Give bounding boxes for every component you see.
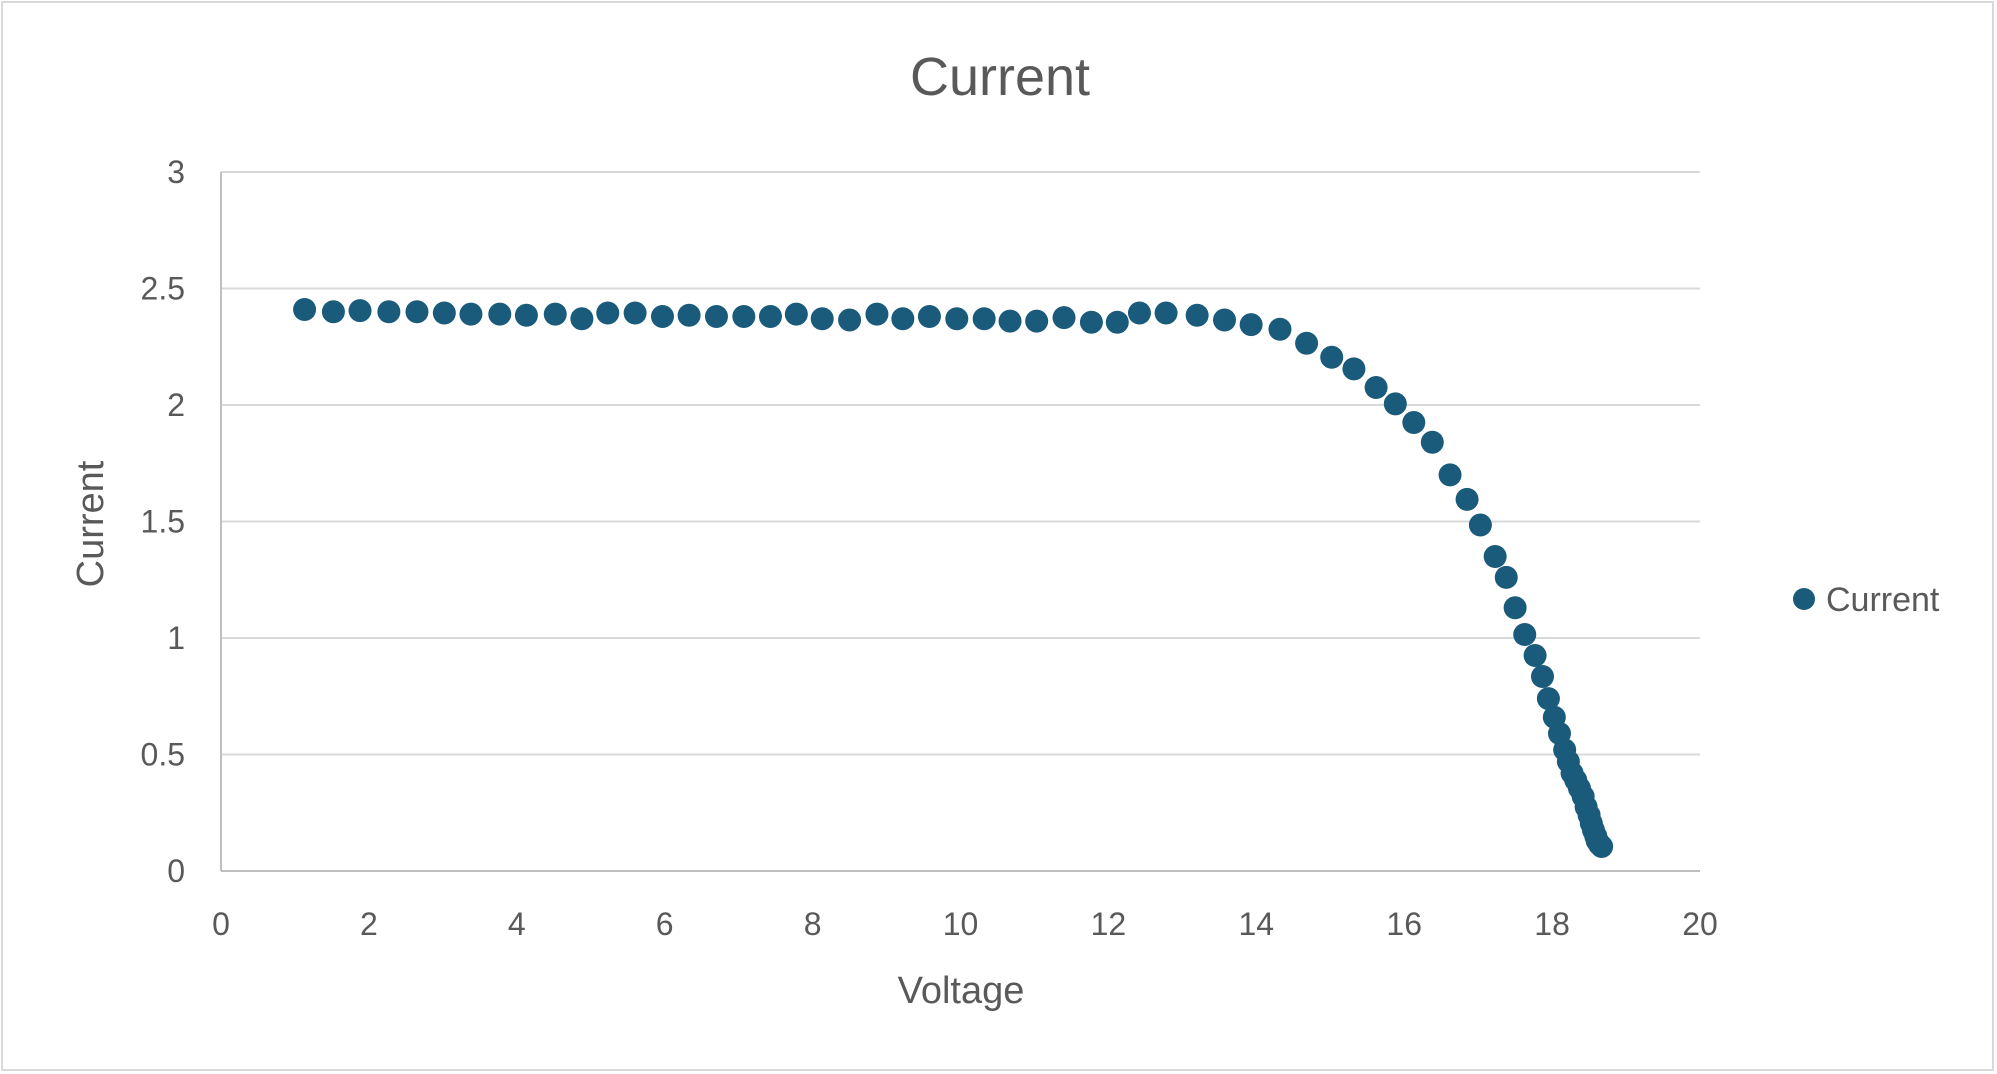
data-point bbox=[514, 303, 538, 327]
data-point bbox=[623, 301, 647, 325]
y-tick-label: 3 bbox=[167, 154, 185, 190]
y-axis-tick-labels: 0 0.5 1 1.5 2 2.5 3 bbox=[141, 154, 185, 889]
data-point bbox=[1513, 623, 1537, 647]
data-point bbox=[1455, 487, 1479, 511]
data-point bbox=[838, 308, 862, 332]
x-tick-label: 18 bbox=[1534, 906, 1570, 942]
data-point bbox=[1239, 313, 1263, 337]
legend-marker-current bbox=[1793, 588, 1815, 610]
data-point bbox=[1523, 643, 1547, 667]
legend-label-current: Current bbox=[1826, 581, 1940, 619]
data-point bbox=[1213, 308, 1237, 332]
data-point bbox=[1052, 306, 1076, 330]
data-point bbox=[758, 304, 782, 328]
data-point bbox=[1105, 310, 1129, 334]
data-point bbox=[677, 303, 701, 327]
data-point bbox=[1268, 317, 1292, 341]
y-tick-label: 0 bbox=[167, 853, 185, 889]
x-tick-label: 16 bbox=[1386, 906, 1422, 942]
x-tick-label: 8 bbox=[804, 906, 822, 942]
data-point bbox=[1503, 596, 1527, 620]
y-tick-label: 1.5 bbox=[141, 504, 185, 540]
data-point bbox=[459, 302, 483, 326]
data-point bbox=[1320, 345, 1344, 369]
data-point bbox=[1483, 544, 1507, 568]
x-tick-label: 6 bbox=[656, 906, 674, 942]
gridlines bbox=[221, 171, 1700, 756]
data-point bbox=[1383, 392, 1407, 416]
x-tick-label: 14 bbox=[1239, 906, 1275, 942]
data-point bbox=[1402, 410, 1426, 434]
data-point bbox=[1342, 357, 1366, 381]
data-point bbox=[891, 307, 915, 331]
data-point bbox=[596, 301, 620, 325]
data-point bbox=[432, 301, 456, 325]
data-point bbox=[972, 307, 996, 331]
data-point bbox=[570, 307, 594, 331]
data-point bbox=[348, 299, 372, 323]
data-point bbox=[1185, 303, 1209, 327]
data-point bbox=[1154, 301, 1178, 325]
x-tick-label: 12 bbox=[1091, 906, 1127, 942]
y-axis-title: Current bbox=[70, 460, 112, 587]
data-point bbox=[1530, 664, 1554, 688]
data-point bbox=[488, 302, 512, 326]
data-point bbox=[945, 307, 969, 331]
data-point bbox=[377, 300, 401, 324]
data-point bbox=[1295, 331, 1319, 355]
data-point bbox=[321, 300, 345, 324]
y-tick-label: 0.5 bbox=[141, 737, 185, 773]
x-tick-label: 20 bbox=[1682, 906, 1718, 942]
scatter-chart: Current 00.511.522.53 0 2 4 6 8 10 12 14 16 18 20 … bbox=[70, 47, 1940, 1012]
data-point bbox=[543, 302, 567, 326]
data-point bbox=[732, 304, 756, 328]
data-point bbox=[998, 309, 1022, 333]
data-point bbox=[1536, 687, 1560, 711]
data-point bbox=[784, 302, 808, 326]
data-point bbox=[1494, 565, 1518, 589]
x-tick-label: 4 bbox=[508, 906, 526, 942]
data-point bbox=[810, 307, 834, 331]
data-point bbox=[1025, 309, 1049, 333]
x-tick-label: 10 bbox=[943, 906, 979, 942]
x-axis-title: Voltage bbox=[898, 970, 1025, 1012]
x-tick-label: 2 bbox=[360, 906, 378, 942]
data-point bbox=[1438, 463, 1462, 487]
data-point bbox=[1364, 376, 1388, 400]
data-point bbox=[865, 302, 889, 326]
chart-title: Current bbox=[910, 47, 1090, 107]
x-tick-label: 0 bbox=[212, 906, 230, 942]
legend: Current bbox=[1793, 581, 1940, 619]
y-tick-label: 1 bbox=[167, 620, 185, 656]
data-point bbox=[1079, 310, 1103, 334]
data-point bbox=[1468, 513, 1492, 537]
data-point bbox=[1420, 430, 1444, 454]
data-point bbox=[293, 297, 317, 321]
y-tick-label: 2.5 bbox=[141, 271, 185, 307]
data-point bbox=[917, 304, 941, 328]
series-current-points bbox=[293, 297, 1614, 859]
data-point bbox=[1590, 835, 1614, 859]
y-tick-label: 2 bbox=[167, 387, 185, 423]
x-axis-tick-labels: 0 2 4 6 8 10 12 14 16 18 20 bbox=[212, 906, 1718, 942]
data-point bbox=[405, 300, 429, 324]
data-point bbox=[704, 304, 728, 328]
data-point bbox=[1127, 301, 1151, 325]
data-point bbox=[650, 304, 674, 328]
